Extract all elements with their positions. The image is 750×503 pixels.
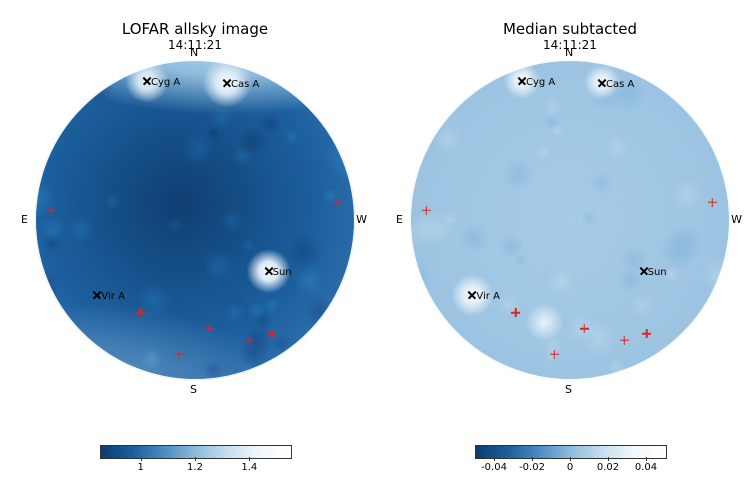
colorbar-tick-label: -0.04 [481,462,507,473]
compass-w: W [731,213,742,226]
colorbar-tick-label: 1.2 [187,462,203,473]
compass-n: N [190,46,198,59]
source-label-cas-a: Cas A [231,79,259,90]
compass-s: S [190,383,197,396]
colorbar-left-ticks: 1 1.2 1.4 [100,457,290,477]
sky-right: Cyg A Cas A Vir A Sun [410,60,730,380]
colorbar-tick [646,457,647,461]
colorbar-tick [570,457,571,461]
source-label-vir-a: Vir A [101,291,125,302]
compass-w: W [356,213,367,226]
panel-left: LOFAR allsky image 14:11:21 N S E W Cyg … [15,20,375,420]
source-label-cyg-a: Cyg A [526,77,555,88]
panel-right: Median subtacted 14:11:21 N S E W Cyg AC… [390,20,750,420]
source-label-sun: Sun [273,267,292,278]
compass-s: S [565,383,572,396]
colorbar-tick-label: 0 [567,462,573,473]
colorbar-tick [195,457,196,461]
colorbar-tick [249,457,250,461]
colorbar-tick [494,457,495,461]
source-label-sun: Sun [648,267,667,278]
colorbar-tick [141,457,142,461]
colorbar-tick-label: 1 [138,462,144,473]
colorbar-tick [608,457,609,461]
colorbar-tick-label: 1.4 [241,462,257,473]
compass-e: E [396,213,403,226]
source-label-cyg-a: Cyg A [151,77,180,88]
colorbar-right-ticks: -0.04 -0.02 0 0.02 0.04 [475,457,665,477]
panel-left-title: LOFAR allsky image [15,20,375,38]
colorbar-tick-label: -0.02 [519,462,545,473]
source-label-vir-a: Vir A [476,291,500,302]
panel-right-title: Median subtacted [390,20,750,38]
colorbar-right: -0.04 -0.02 0 0.02 0.04 [390,440,750,485]
colorbar-tick-label: 0.02 [597,462,619,473]
figure-root: LOFAR allsky image 14:11:21 N S E W Cyg … [0,0,750,503]
sky-left: Cyg A Cas A Vir A Sun [35,60,355,380]
source-label-cas-a: Cas A [606,79,634,90]
compass-e: E [21,213,28,226]
compass-n: N [565,46,573,59]
colorbar-tick [532,457,533,461]
colorbar-left: 1 1.2 1.4 [15,440,375,485]
colorbar-tick-label: 0.04 [635,462,657,473]
